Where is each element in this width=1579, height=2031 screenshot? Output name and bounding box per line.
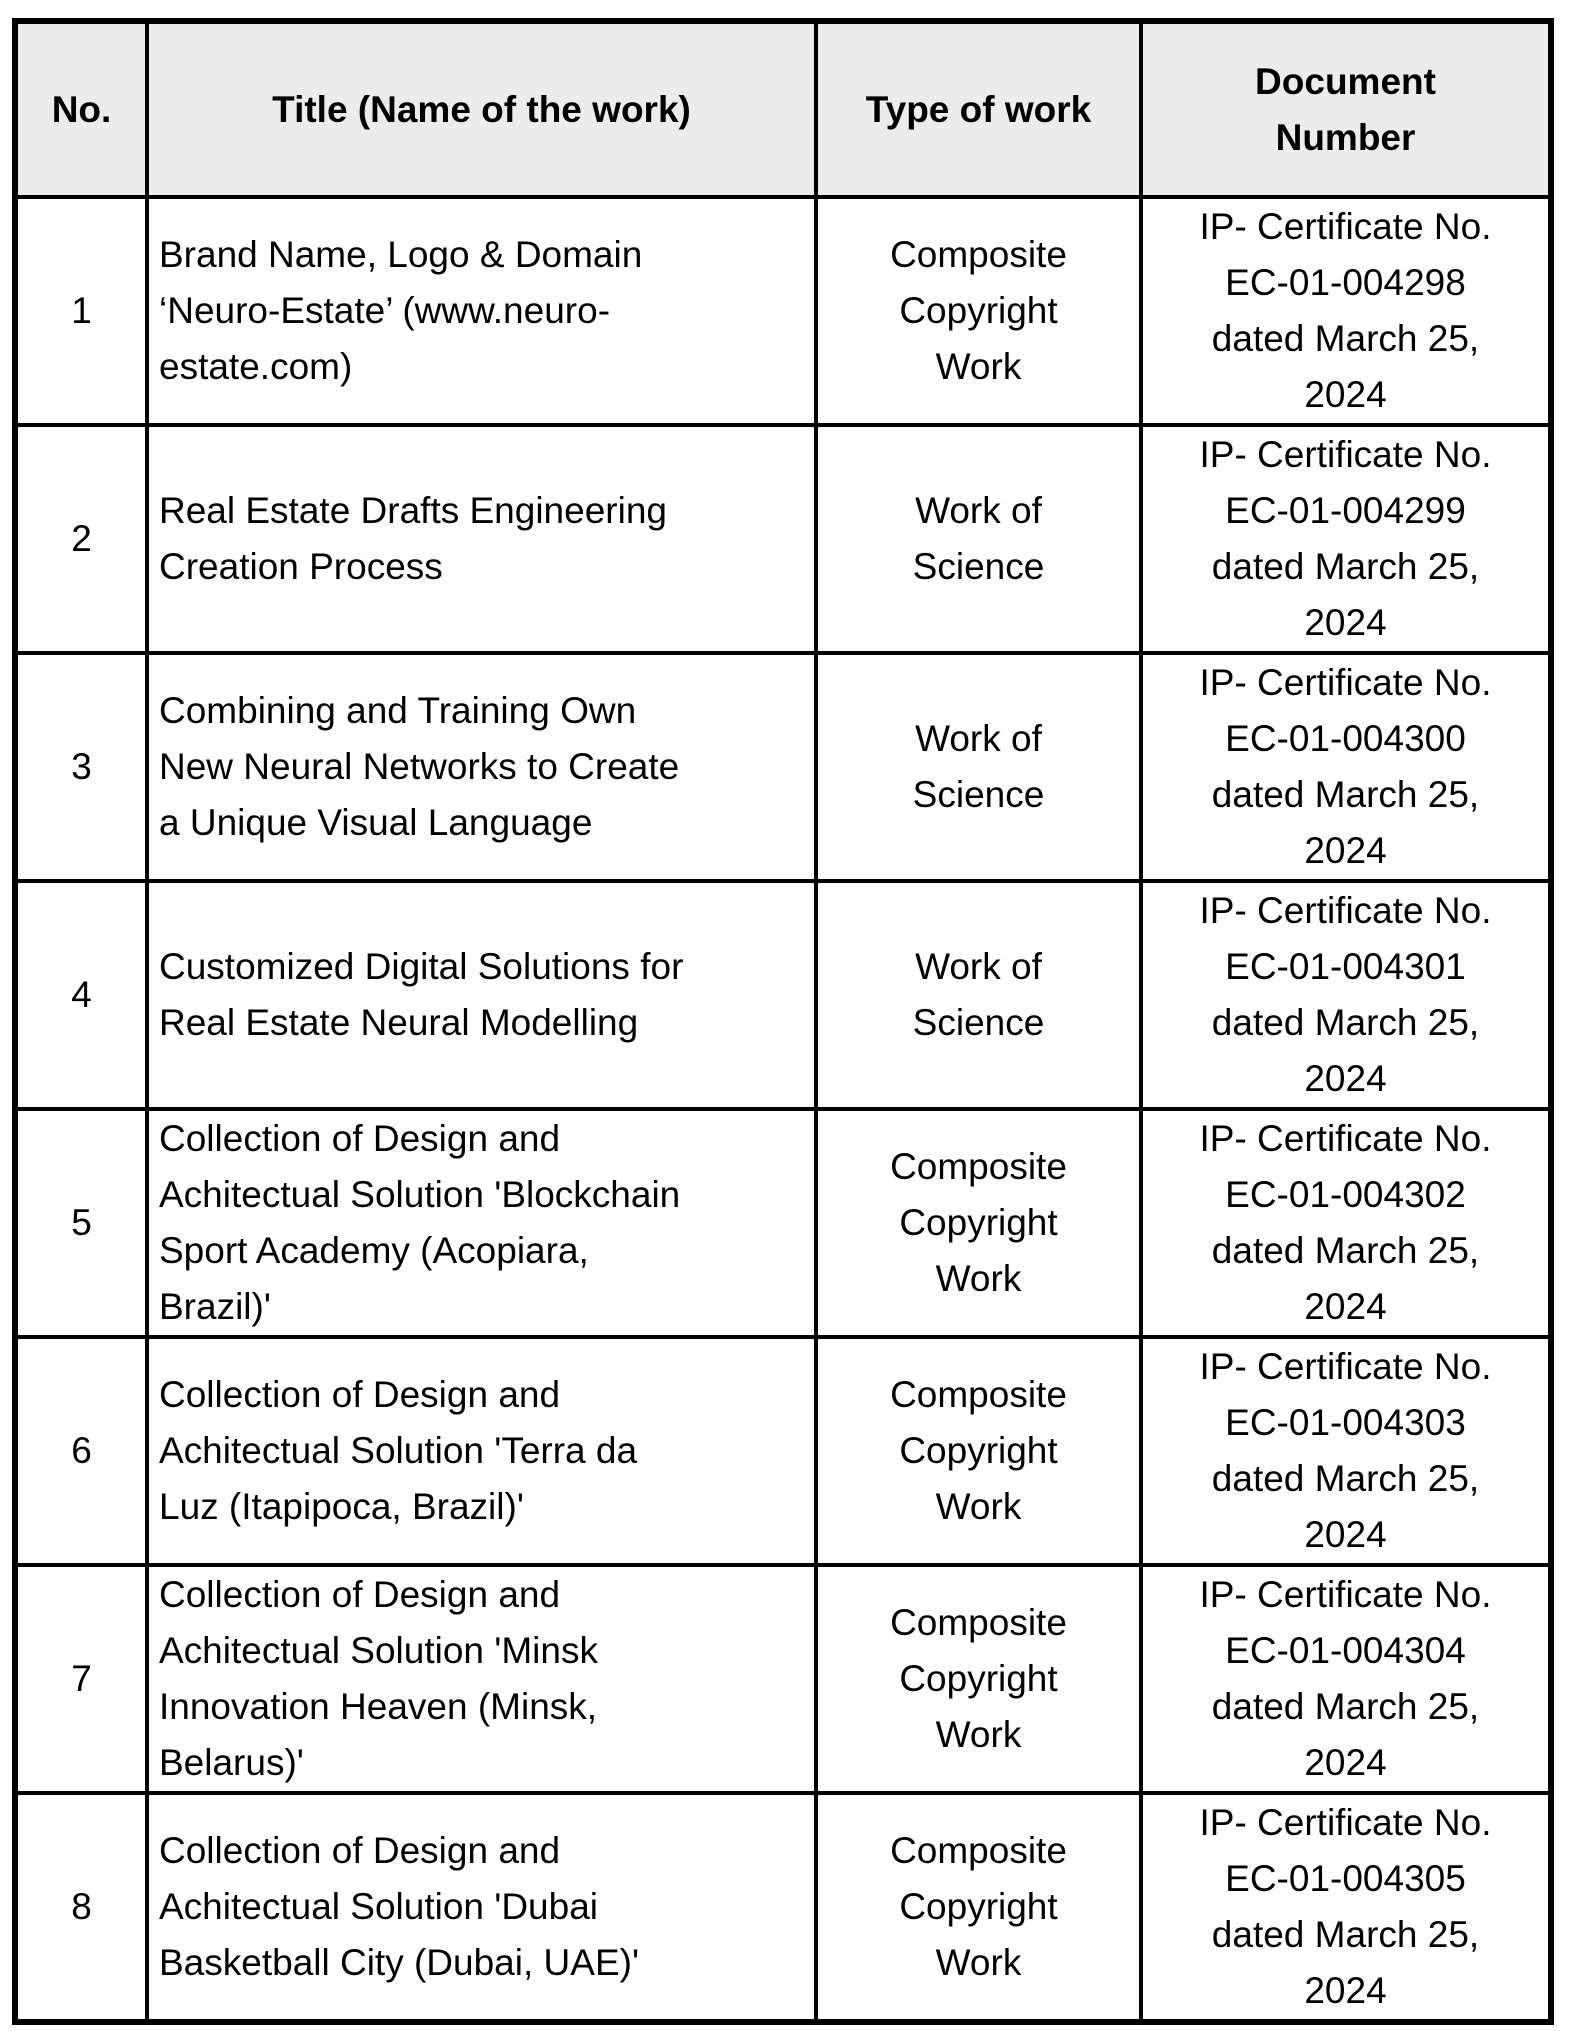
document-number-cell: IP- Certificate No. EC-01-004303 dated M… xyxy=(1139,1335,1553,1567)
title-cell: Combining and Training Own New Neural Ne… xyxy=(145,651,818,883)
column-header-no: No. xyxy=(13,19,149,199)
row-number-cell: 3 xyxy=(13,651,149,883)
table-row: 3 Combining and Training Own New Neural … xyxy=(13,651,1553,883)
title-cell: Brand Name, Logo & Domain ‘Neuro-Estate’… xyxy=(145,195,818,427)
row-number-cell: 6 xyxy=(13,1335,149,1567)
type-of-work-cell: Composite Copyright Work xyxy=(814,1791,1143,2024)
type-of-work-cell: Work of Science xyxy=(814,651,1143,883)
title-cell: Collection of Design and Achitectual Sol… xyxy=(145,1107,818,1339)
title-cell: Collection of Design and Achitectual Sol… xyxy=(145,1791,818,2024)
document-number-cell: IP- Certificate No. EC-01-004304 dated M… xyxy=(1139,1563,1553,1795)
row-number-cell: 8 xyxy=(13,1791,149,2024)
table-row: 8 Collection of Design and Achitectual S… xyxy=(13,1791,1553,2024)
type-of-work-cell: Work of Science xyxy=(814,879,1143,1111)
type-of-work-cell: Work of Science xyxy=(814,423,1143,655)
copyright-works-table: No. Title (Name of the work) Type of wor… xyxy=(12,18,1554,2025)
type-of-work-cell: Composite Copyright Work xyxy=(814,1335,1143,1567)
row-number-cell: 2 xyxy=(13,423,149,655)
column-header-document-number: Document Number xyxy=(1139,19,1553,199)
column-header-title: Title (Name of the work) xyxy=(145,19,818,199)
row-number-cell: 4 xyxy=(13,879,149,1111)
row-number-cell: 5 xyxy=(13,1107,149,1339)
table-row: 1 Brand Name, Logo & Domain ‘Neuro-Estat… xyxy=(13,195,1553,427)
header-row: No. Title (Name of the work) Type of wor… xyxy=(13,19,1553,199)
column-header-type: Type of work xyxy=(814,19,1143,199)
type-of-work-cell: Composite Copyright Work xyxy=(814,195,1143,427)
table-body: 1 Brand Name, Logo & Domain ‘Neuro-Estat… xyxy=(13,195,1553,2024)
title-cell: Customized Digital Solutions for Real Es… xyxy=(145,879,818,1111)
row-number-cell: 1 xyxy=(13,195,149,427)
title-cell: Collection of Design and Achitectual Sol… xyxy=(145,1335,818,1567)
table-row: 2 Real Estate Drafts Engineering Creatio… xyxy=(13,423,1553,655)
type-of-work-cell: Composite Copyright Work xyxy=(814,1563,1143,1795)
title-cell: Collection of Design and Achitectual Sol… xyxy=(145,1563,818,1795)
document-number-cell: IP- Certificate No. EC-01-004305 dated M… xyxy=(1139,1791,1553,2024)
type-of-work-cell: Composite Copyright Work xyxy=(814,1107,1143,1339)
document-number-cell: IP- Certificate No. EC-01-004300 dated M… xyxy=(1139,651,1553,883)
table-row: 4 Customized Digital Solutions for Real … xyxy=(13,879,1553,1111)
title-cell: Real Estate Drafts Engineering Creation … xyxy=(145,423,818,655)
document-number-cell: IP- Certificate No. EC-01-004299 dated M… xyxy=(1139,423,1553,655)
table-row: 7 Collection of Design and Achitectual S… xyxy=(13,1563,1553,1795)
document-number-cell: IP- Certificate No. EC-01-004298 dated M… xyxy=(1139,195,1553,427)
document-number-cell: IP- Certificate No. EC-01-004301 dated M… xyxy=(1139,879,1553,1111)
row-number-cell: 7 xyxy=(13,1563,149,1795)
table-header: No. Title (Name of the work) Type of wor… xyxy=(13,19,1553,199)
table-row: 6 Collection of Design and Achitectual S… xyxy=(13,1335,1553,1567)
table-row: 5 Collection of Design and Achitectual S… xyxy=(13,1107,1553,1339)
document-number-cell: IP- Certificate No. EC-01-004302 dated M… xyxy=(1139,1107,1553,1339)
